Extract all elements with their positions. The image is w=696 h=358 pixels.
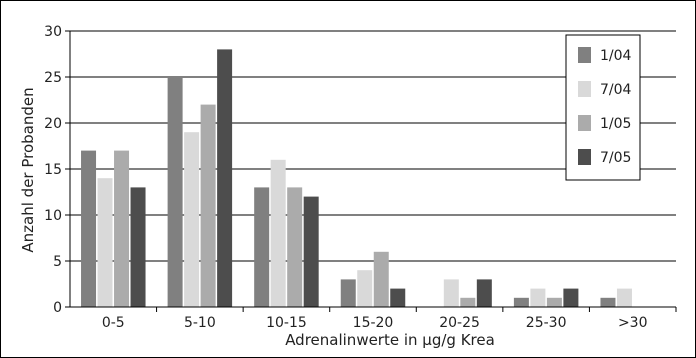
bar-7-04-10-15 [270, 159, 286, 307]
bar-7-05-20-25 [476, 279, 492, 307]
bar-7-05-10-15 [303, 196, 319, 307]
bar-1-04-15-20 [340, 279, 356, 307]
y-tick-label: 20 [44, 116, 62, 132]
x-tick-label: 20-25 [439, 315, 480, 331]
bar-1-05-25-30 [546, 297, 562, 307]
bar-1-04->30 [600, 297, 616, 307]
bar-1-04-25-30 [513, 297, 529, 307]
bar-1-05-20-25 [460, 297, 476, 307]
bar-7-04-0-5 [97, 178, 113, 307]
bar-1-05-15-20 [373, 251, 389, 307]
y-tick-label: 15 [44, 162, 62, 178]
legend-label: 7/05 [600, 150, 631, 166]
bar-7-05-0-5 [130, 187, 146, 307]
bar-1-05-5-10 [200, 104, 216, 307]
y-tick-label: 5 [53, 254, 62, 270]
x-tick-label: 5-10 [184, 315, 216, 331]
bar-1-05-0-5 [114, 150, 130, 307]
y-axis-title: Anzahl der Probanden [19, 87, 37, 252]
axes: 0 5 10 15 20 25 30 0-5 5-10 10-15 15-20 20-25 25-30 >… [44, 24, 677, 331]
x-tick-label: 25-30 [526, 315, 567, 331]
legend-label: 1/04 [600, 48, 632, 64]
x-tick-label: 0-5 [102, 315, 125, 331]
bar-1-04-5-10 [167, 77, 183, 307]
legend: 1/04 7/04 1/05 7/05 [565, 34, 641, 181]
bar-1-04-0-5 [81, 150, 97, 307]
legend-swatch [578, 149, 591, 165]
bar-1-04-10-15 [254, 187, 270, 307]
legend-swatch [578, 115, 591, 131]
bar-7-05-15-20 [390, 288, 406, 307]
legend-swatch [578, 81, 591, 97]
x-tick-label: 15-20 [353, 315, 394, 331]
x-tick-label: 10-15 [266, 315, 307, 331]
bar-7-04-15-20 [357, 270, 373, 307]
legend-label: 1/05 [600, 116, 631, 132]
bar-7-04-20-25 [443, 279, 459, 307]
legend-swatch [578, 47, 591, 63]
y-tick-label: 25 [44, 70, 62, 86]
bar-7-05-25-30 [563, 288, 579, 307]
y-tick-label: 0 [53, 300, 62, 316]
y-tick-label: 10 [44, 208, 62, 224]
x-axis-title: Adrenalinwerte in µg/g Krea [285, 331, 495, 349]
bar-7-05-5-10 [217, 49, 233, 308]
legend-label: 7/04 [600, 82, 632, 98]
bar-7-04-5-10 [184, 132, 200, 307]
bar-7-04-25-30 [530, 288, 546, 307]
x-tick-label: >30 [618, 315, 648, 331]
y-tick-label: 30 [44, 24, 62, 40]
bars [81, 49, 632, 308]
bar-1-05-10-15 [287, 187, 303, 307]
bar-7-04->30 [616, 288, 632, 307]
